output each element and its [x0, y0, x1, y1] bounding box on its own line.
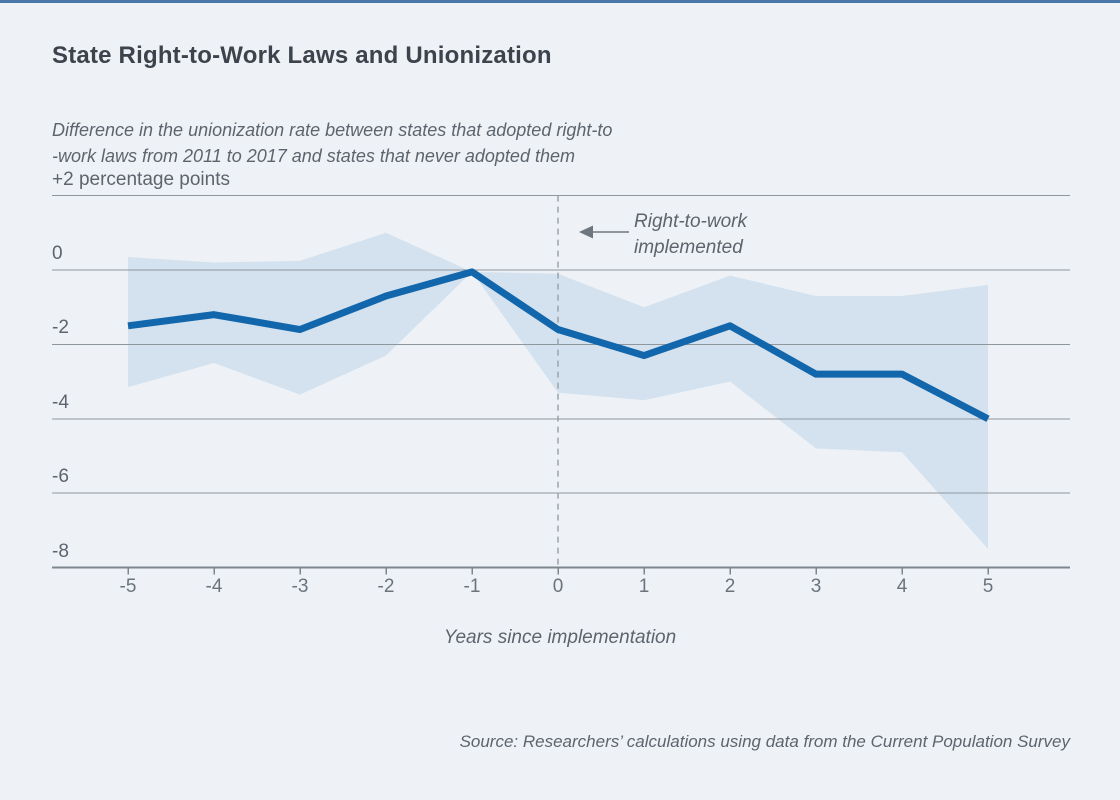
confidence-band: [128, 232, 988, 550]
y-tick-label-0: 0: [52, 243, 63, 264]
x-axis-title: Years since implementation: [443, 627, 677, 648]
y-tick-label--8: -8: [52, 540, 69, 562]
top-accent-bar: [0, 0, 1120, 3]
x-tick-label--3: -3: [291, 576, 309, 597]
annotation-line-1: Right-to-work: [634, 211, 747, 232]
annotation-line-2: implemented: [634, 237, 743, 258]
event-annotation: Right-to-work implemented: [634, 209, 747, 261]
subtitle-line-1: Difference in the unionization rate betw…: [52, 120, 613, 140]
x-tick-label--1: -1: [463, 576, 481, 597]
x-tick-label--4: -4: [205, 576, 223, 597]
estimate-line: [127, 268, 990, 422]
y-tick-label--4: -4: [52, 391, 69, 413]
x-tick-label-0: 0: [552, 576, 564, 597]
x-tick-label--2: -2: [377, 576, 395, 597]
chart-title: State Right-to-Work Laws and Unionizatio…: [52, 42, 552, 69]
x-tick-label-3: 3: [810, 576, 822, 597]
chart-subtitle: Difference in the unionization rate betw…: [52, 117, 612, 169]
x-tick-label-1: 1: [638, 576, 650, 597]
x-tick-label-2: 2: [724, 576, 736, 597]
source-note: Source: Researchers’ calculations using …: [459, 732, 1070, 751]
left-arrow-icon: [579, 225, 593, 239]
x-tick-label-4: 4: [896, 576, 908, 597]
x-tick-label-5: 5: [982, 576, 994, 597]
y-tick-label--2: -2: [52, 317, 69, 339]
subtitle-line-2: -work laws from 2011 to 2017 and states …: [52, 146, 575, 166]
y-tick-label-2: +2 percentage points: [52, 168, 230, 190]
y-tick-label--6: -6: [52, 466, 69, 488]
x-tick-label--5: -5: [119, 576, 137, 597]
